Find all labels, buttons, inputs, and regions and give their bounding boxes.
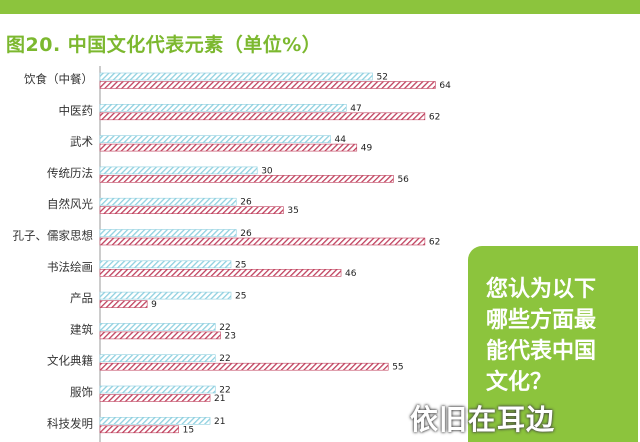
bar-series-2	[99, 394, 211, 402]
top-accent-bar	[0, 0, 640, 14]
data-label: 22	[219, 323, 230, 333]
data-label: 25	[235, 292, 246, 302]
data-label: 15	[183, 425, 194, 435]
bar-series-2	[99, 237, 426, 246]
bar-series-2	[99, 81, 436, 89]
bar-series-1	[99, 416, 211, 425]
bar-series-1	[99, 166, 258, 175]
data-label: 26	[240, 198, 252, 208]
bar-series-1	[99, 229, 237, 237]
callout-line: 能代表中国	[486, 339, 597, 364]
category-label: 产品	[70, 291, 93, 305]
question-callout-text: 您认为以下 哪些方面最 能代表中国 文化？	[486, 274, 626, 398]
data-label: 22	[219, 354, 230, 364]
bar-series-1	[99, 291, 232, 300]
bar-series-1	[99, 385, 216, 394]
bar-series-2	[99, 175, 394, 183]
category-label: 服饰	[70, 385, 93, 399]
data-label: 21	[214, 394, 225, 404]
data-label: 46	[345, 269, 357, 279]
bar-series-2	[99, 331, 221, 340]
category-label: 饮食（中餐）	[24, 72, 93, 86]
callout-line: 您认为以下	[486, 277, 597, 302]
bar-series-1	[99, 135, 331, 143]
data-label: 35	[287, 206, 298, 216]
data-label: 30	[261, 166, 273, 176]
category-label: 书法绘画	[47, 260, 93, 274]
data-label: 55	[392, 363, 403, 373]
bar-series-2	[99, 425, 179, 434]
category-label: 中医药	[59, 103, 94, 117]
data-label: 62	[429, 238, 440, 248]
bar-series-1	[99, 197, 237, 206]
category-label: 建筑	[70, 322, 93, 336]
watermark-text: 依旧在耳边	[410, 403, 556, 436]
category-label: 文化典籍	[47, 354, 93, 368]
data-label: 21	[214, 417, 225, 427]
data-label: 22	[219, 386, 230, 396]
data-label: 64	[439, 81, 451, 91]
bar-series-2	[99, 112, 426, 121]
bar-series-1	[99, 72, 373, 81]
data-label: 23	[225, 331, 236, 341]
data-label: 44	[335, 135, 347, 145]
bar-series-2	[99, 268, 342, 277]
data-label: 26	[240, 229, 252, 239]
bar-series-1	[99, 323, 216, 331]
callout-line: 哪些方面最	[486, 308, 597, 333]
category-label: 自然风光	[47, 197, 93, 211]
bar-series-1	[99, 354, 216, 363]
data-label: 52	[376, 73, 387, 83]
category-label: 传统历法	[47, 166, 93, 180]
category-label: 武术	[70, 135, 93, 149]
bar-series-2	[99, 206, 284, 214]
bar-series-2	[99, 362, 389, 371]
data-label: 62	[429, 112, 440, 122]
category-label: 孔子、儒家思想	[13, 229, 94, 243]
category-label: 科技发明	[47, 416, 93, 430]
data-label: 25	[235, 260, 246, 270]
bar-series-2	[99, 143, 358, 152]
data-label: 49	[361, 144, 373, 154]
bar-series-1	[99, 260, 232, 269]
data-label: 56	[397, 175, 409, 185]
bar-series-1	[99, 104, 347, 112]
data-label: 9	[151, 300, 157, 310]
chart-title: 图20. 中国文化代表元素（单位%）	[6, 34, 322, 56]
callout-line: 文化？	[486, 370, 553, 395]
data-label: 47	[350, 104, 361, 114]
bar-series-2	[99, 300, 148, 308]
question-callout-box	[468, 246, 638, 442]
